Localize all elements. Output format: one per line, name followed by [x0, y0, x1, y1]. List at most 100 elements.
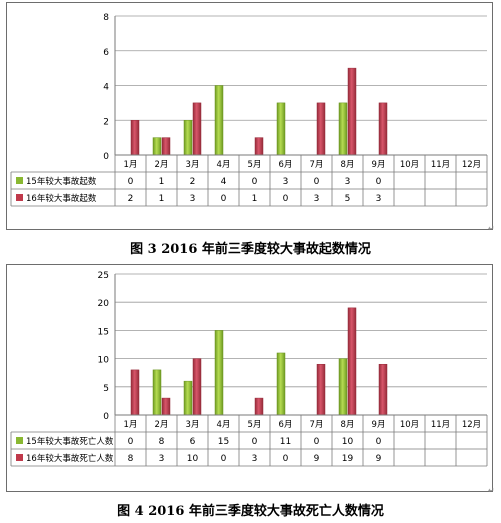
data-label: 0 [283, 194, 289, 204]
data-label: 10 [342, 437, 354, 447]
bar-2015 [338, 358, 348, 416]
legend-swatch [16, 437, 23, 444]
data-label: 8 [128, 454, 134, 464]
x-category-label: 9月 [372, 160, 386, 170]
data-label: 0 [252, 177, 258, 187]
x-category-label: 3月 [186, 420, 200, 430]
data-label: 0 [128, 437, 134, 447]
y-tick-label: 4 [103, 83, 109, 93]
bar-2015 [183, 380, 193, 416]
bar-2016 [378, 363, 388, 416]
data-label: 0 [314, 437, 320, 447]
bar-2016 [378, 102, 388, 156]
data-label: 0 [128, 177, 134, 187]
x-category-label: 4月 [217, 420, 231, 430]
bar-2015 [338, 102, 348, 156]
bar-2015 [183, 120, 193, 156]
data-label: 1 [159, 194, 165, 204]
bar-2016 [254, 137, 264, 156]
x-category-label: 6月 [279, 160, 293, 170]
chart-panel-accident-count: 0 2 4 6 8 1月 2月 3月 4月 5月 6月 7月 8月 9月 10月 11月 12月 15年较大事故起… [6, 2, 493, 230]
data-label: 0 [314, 177, 320, 187]
bar-2016 [347, 67, 357, 156]
data-label: 19 [342, 454, 354, 464]
x-category-label: 2月 [155, 420, 169, 430]
data-label: 15 [218, 437, 229, 447]
bar-2016 [316, 102, 326, 156]
data-label: 6 [190, 437, 196, 447]
legend-label: 16年较大事故死亡人数 [26, 453, 114, 464]
bar-2016 [161, 397, 171, 416]
y-tick-label: 8 [103, 13, 109, 23]
data-label: 3 [190, 194, 196, 204]
data-label: 1 [252, 194, 258, 204]
x-category-label: 5月 [248, 160, 262, 170]
bar-2016 [161, 137, 171, 156]
data-label: 0 [221, 454, 227, 464]
x-category-label: 1月 [124, 160, 138, 170]
legend-swatch [16, 194, 23, 201]
chart-panel-death-count: 0 5 10 15 20 25 1月 2月 3月 4月 5月 6月 7月 8月 9月 10月 11月 12月 15年… [6, 264, 493, 492]
x-category-label: 11月 [431, 160, 450, 170]
bar-2015 [276, 352, 286, 416]
x-category-label: 11月 [431, 420, 450, 430]
figure-4-caption: 图 4 2016 年前三季度较大事故死亡人数情况 [117, 504, 384, 519]
bar-2015 [152, 369, 162, 416]
legend-label: 15年较大事故死亡人数 [26, 436, 114, 447]
x-category-label: 8月 [341, 160, 355, 170]
x-category-label: 12月 [462, 420, 481, 430]
x-category-label: 7月 [310, 160, 324, 170]
x-category-label: 5月 [248, 420, 262, 430]
x-category-label: 3月 [186, 160, 200, 170]
bar-2016 [130, 120, 140, 156]
x-category-label: 10月 [400, 160, 419, 170]
death-count-chart: 0 5 10 15 20 25 1月 2月 3月 4月 5月 6月 7月 8月 9月 10月 11月 12月 15年… [10, 271, 488, 467]
legend-swatch [16, 177, 23, 184]
data-label: 2 [190, 177, 196, 187]
x-category-label: 8月 [341, 420, 355, 430]
data-label: 0 [252, 437, 258, 447]
bar-2015 [214, 330, 224, 416]
data-label: 0 [376, 177, 382, 187]
x-category-label: 12月 [462, 160, 481, 170]
legend-swatch [16, 454, 23, 461]
bar-2016 [192, 102, 202, 156]
bar-2016 [254, 397, 264, 416]
figure-3-caption: 图 3 2016 年前三季度较大事故起数情况 [130, 242, 371, 257]
x-category-label: 2月 [155, 160, 169, 170]
x-category-label: 6月 [279, 420, 293, 430]
bar-2016 [130, 369, 140, 416]
y-tick-label: 25 [98, 271, 109, 281]
y-tick-label: 20 [98, 299, 110, 309]
x-category-label: 7月 [310, 420, 324, 430]
data-label: 9 [314, 454, 320, 464]
x-category-label: 9月 [372, 420, 386, 430]
data-label: 8 [159, 437, 165, 447]
bar-2015 [214, 85, 224, 156]
y-tick-label: 0 [103, 412, 109, 422]
data-label: 9 [376, 454, 382, 464]
data-label: 0 [221, 194, 227, 204]
data-label: 2 [128, 194, 134, 204]
legend-label: 16年较大事故起数 [26, 193, 97, 204]
y-tick-label: 0 [103, 152, 109, 162]
data-label: 3 [314, 194, 320, 204]
return-mark-icon: ↵ [488, 486, 495, 495]
x-category-label: 1月 [124, 420, 138, 430]
bar-2015 [276, 102, 286, 156]
return-mark-icon: ↵ [488, 224, 495, 233]
data-label: 1 [159, 177, 165, 187]
legend-label: 15年较大事故起数 [26, 176, 97, 187]
data-label: 10 [187, 454, 199, 464]
y-tick-label: 2 [103, 117, 109, 127]
bar-2016 [347, 307, 357, 416]
data-label: 0 [283, 454, 289, 464]
bar-2016 [192, 358, 202, 416]
data-label: 11 [280, 437, 291, 447]
x-category-label: 4月 [217, 160, 231, 170]
data-label: 3 [159, 454, 165, 464]
x-category-label: 10月 [400, 420, 419, 430]
accident-count-chart: 0 2 4 6 8 1月 2月 3月 4月 5月 6月 7月 8月 9月 10月 11月 12月 15年较大事故起… [10, 13, 488, 207]
y-tick-label: 6 [103, 48, 109, 58]
data-label: 3 [283, 177, 289, 187]
